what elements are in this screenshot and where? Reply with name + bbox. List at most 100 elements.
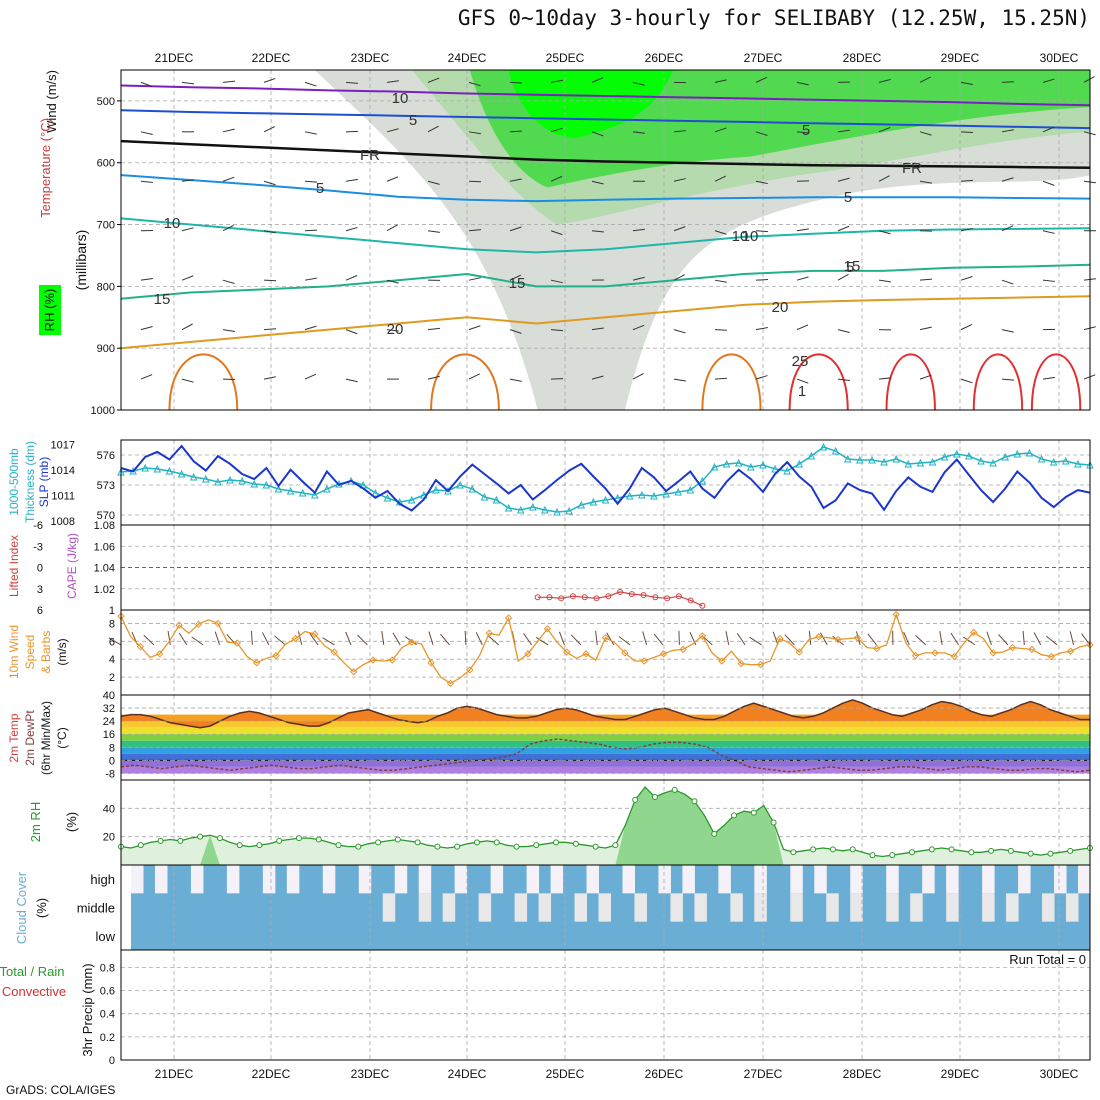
precip-tick-3: 0.2 [100, 1032, 115, 1044]
rh2m-marker-6 [177, 837, 184, 844]
rh2m-marker-8 [197, 833, 204, 840]
wind10-marker-42 [524, 650, 532, 658]
upper-label-temperature: Temperature (°C) [38, 118, 53, 218]
thickness-marker-32 [504, 503, 513, 512]
isotherm-label-4: 10 [164, 215, 181, 232]
rh2m-marker-52 [632, 796, 639, 803]
wind10-barb-39 [749, 636, 762, 646]
cloud-high-gap-22 [394, 865, 408, 894]
temp2m-tick-5: 0 [109, 755, 115, 767]
upper-label-rh: RH (%) [42, 289, 57, 332]
cape-tick-1: 1.06 [94, 541, 115, 553]
upper-wind-barb-145 [181, 378, 194, 383]
upper-wind-barb-70 [1042, 180, 1055, 186]
wind10-barb-26 [535, 637, 549, 646]
upper-wind-barb-9 [509, 81, 523, 84]
upper-wind-barb-34 [550, 127, 563, 133]
upper-wind-barb-81 [509, 226, 522, 232]
rh2m-marker-74 [849, 846, 856, 853]
day-label-bottom-9: 30DEC [1040, 1067, 1079, 1081]
isotherm-label-14: FR [902, 160, 922, 177]
day-label-bottom-2: 23DEC [351, 1067, 390, 1081]
wind10-marker-2 [136, 642, 145, 651]
upper-wind-barb-11 [591, 77, 604, 83]
upper-wind-barb-153 [509, 378, 522, 382]
cloud-high-gap-2 [154, 865, 168, 894]
temp2m-tick-4: 8 [109, 742, 115, 754]
rh-legend-swatch [39, 285, 61, 335]
cape-marker-14 [699, 602, 706, 609]
precip-tick-0: 0.8 [100, 962, 115, 974]
upper-wind-barb-78 [386, 224, 398, 232]
upper-wind-barb-41 [837, 129, 850, 133]
precip-tick-4: 0 [109, 1055, 115, 1067]
precip-label-convective: Convective [2, 984, 66, 999]
temp-band-8 [121, 766, 1090, 774]
upper-wind-barb-5 [345, 81, 358, 84]
upper-wind-barb-61 [673, 178, 686, 182]
cloud-high-gap-68 [946, 865, 959, 894]
upper-wind-barb-149 [345, 378, 358, 383]
upper-wind-barb-63 [755, 180, 768, 185]
wind10-marker-50 [601, 634, 610, 642]
upper-wind-barb-100 [304, 277, 317, 281]
wind10-barb-54 [998, 634, 1009, 646]
wind10-barb-10 [274, 635, 286, 646]
upper-wind-barb-162 [878, 377, 891, 380]
upper-wind-barb-42 [878, 127, 891, 133]
wind10-barb-44 [832, 635, 844, 646]
upper-wind-barb-30 [386, 128, 399, 133]
rh2m-marker-4 [157, 837, 164, 844]
upper-wind-barb-130 [550, 329, 563, 332]
wind10-tick-2: 4 [109, 654, 115, 666]
rh2m-marker-2 [137, 842, 144, 849]
wind10-marker-74 [834, 635, 842, 644]
cloud-high-gap-79 [1078, 865, 1091, 894]
thickness-marker-72 [989, 458, 997, 467]
thickness-marker-52 [747, 462, 755, 471]
day-label-bottom-8: 29DEC [941, 1067, 980, 1081]
wind10-marker-52 [621, 649, 629, 657]
wind10-barb-5 [191, 636, 204, 646]
upper-wind-barb-117 [1001, 279, 1014, 285]
wind10-barb-58 [1069, 631, 1075, 646]
rh2m-marker-66 [770, 819, 777, 826]
cape-marker-7 [617, 588, 624, 595]
cloud-high-gap-46 [682, 865, 695, 894]
upper-wind-barb-125 [345, 329, 358, 335]
upper-wind-barb-113 [837, 273, 849, 281]
wind10-marker-72 [814, 633, 823, 641]
wind10-barb-51 [950, 632, 960, 646]
thickness-marker-69 [952, 449, 961, 458]
cloud-mid-gap-26 [442, 893, 456, 922]
upper-wind-barb-10 [550, 79, 563, 83]
lifted-index-tick-0: -6 [33, 520, 43, 532]
cloud-label: Cloud Cover [14, 871, 29, 944]
isotherm-label-3: 5 [316, 180, 324, 197]
upper-wind-barb-93 [1001, 225, 1014, 232]
wind10-barb-55 [1022, 630, 1025, 645]
upper-wind-barb-140 [960, 324, 973, 331]
rh2m-marker-12 [236, 842, 243, 849]
upper-wind-barb-163 [919, 374, 932, 380]
wind10-barb-20 [440, 633, 450, 646]
thickness-marker-2 [141, 463, 150, 472]
upper-wind-barb-20 [960, 81, 973, 85]
thickness-tick-1: 573 [97, 480, 115, 492]
wind10-marker-28 [388, 656, 397, 664]
thickness-marker-16 [310, 490, 319, 499]
wind10-marker-4 [156, 650, 164, 658]
thickness-marker-60 [843, 454, 852, 463]
upper-wind-barb-151 [427, 375, 440, 380]
rh2m-marker-96 [1067, 847, 1074, 854]
warm-isotherm-loop-4 [885, 353, 936, 411]
thickness-marker-63 [880, 457, 888, 466]
cloud-high-gap-52 [754, 865, 767, 894]
isotherm-label-1: 5 [409, 112, 417, 129]
upper-wind-barb-134 [714, 329, 728, 331]
slp-label-thickness-2: Thickness (dm) [23, 441, 37, 523]
wind10-marker-86 [950, 652, 959, 661]
cape-marker-12 [675, 593, 682, 600]
rh2m-marker-36 [473, 839, 480, 846]
wind10-barb-31 [618, 636, 631, 646]
